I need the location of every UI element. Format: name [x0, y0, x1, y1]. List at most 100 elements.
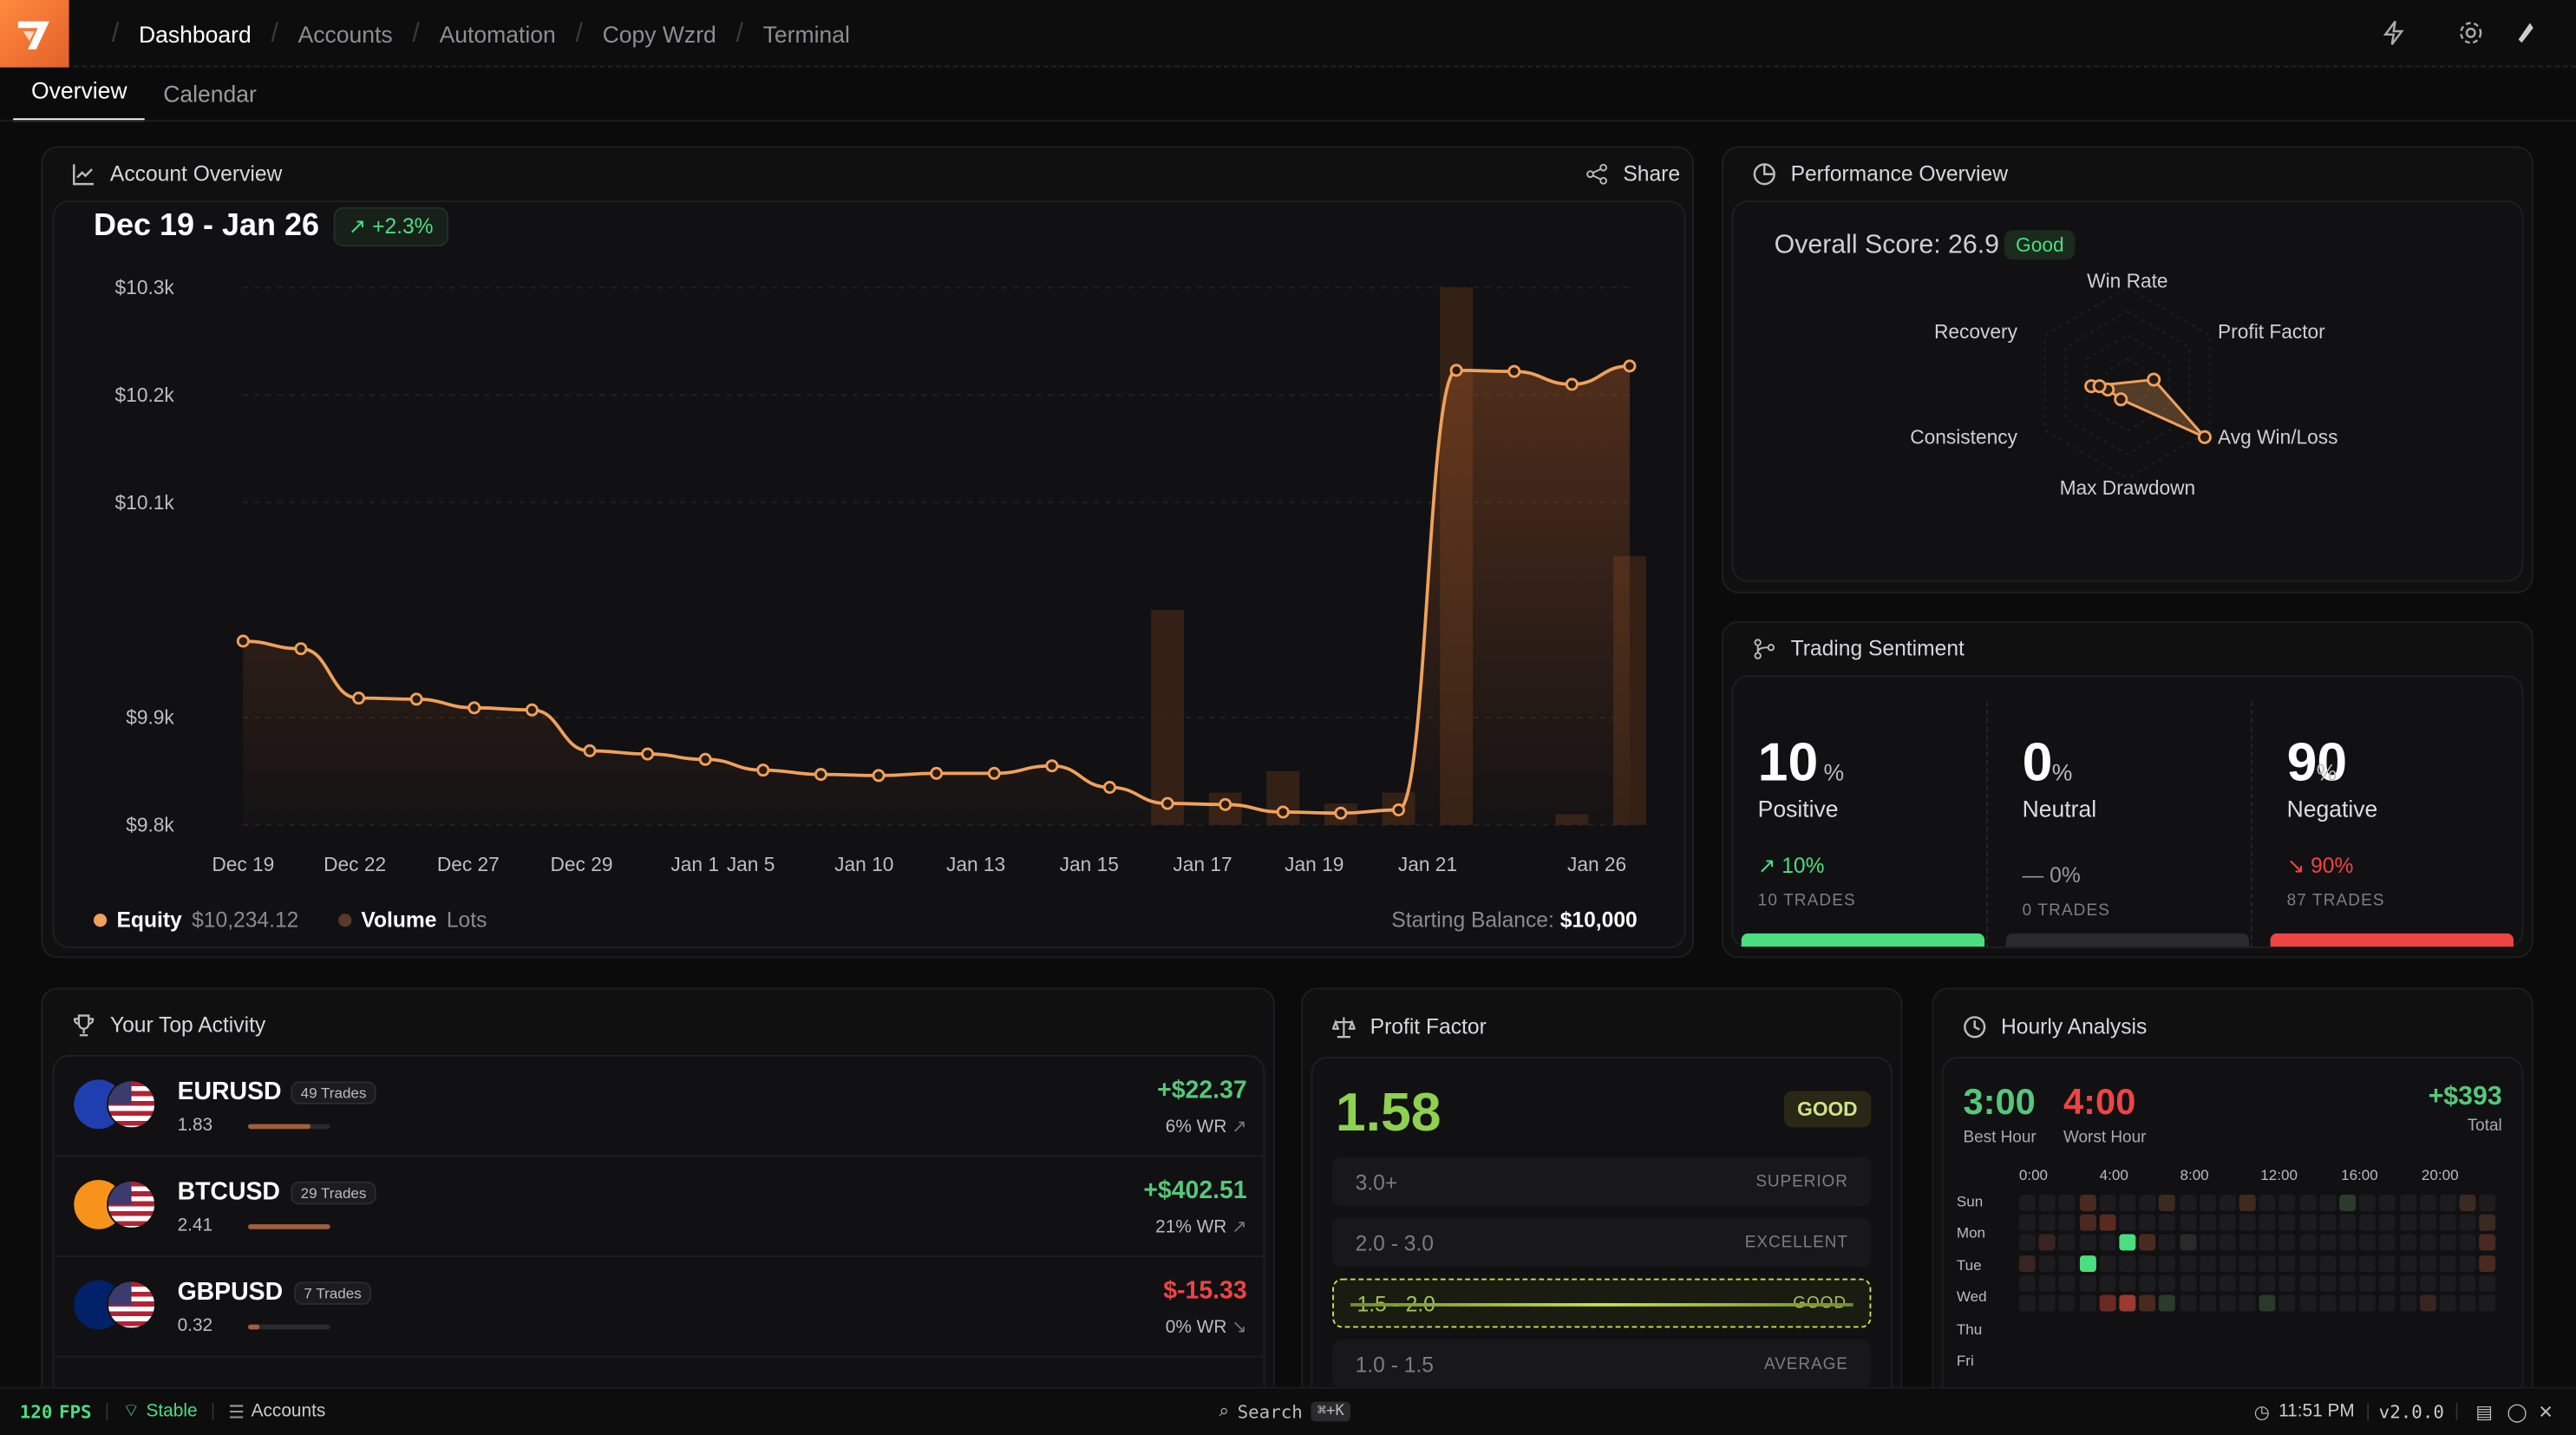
- heatmap-cell[interactable]: [2379, 1235, 2396, 1252]
- heatmap-cell[interactable]: [2479, 1195, 2496, 1211]
- heatmap-cell[interactable]: [2259, 1235, 2276, 1252]
- heatmap-cell[interactable]: [2479, 1255, 2496, 1272]
- heatmap-cell[interactable]: [2139, 1274, 2156, 1292]
- heatmap-cell[interactable]: [2199, 1195, 2216, 1211]
- heatmap-cell[interactable]: [2119, 1255, 2136, 1272]
- heatmap-cell[interactable]: [2359, 1255, 2377, 1272]
- heatmap-cell[interactable]: [2219, 1235, 2236, 1252]
- heatmap-cell[interactable]: [2419, 1215, 2436, 1232]
- heatmap-cell[interactable]: [2059, 1294, 2076, 1312]
- heatmap-cell[interactable]: [2139, 1235, 2156, 1252]
- heatmap-cell[interactable]: [2079, 1294, 2096, 1312]
- heatmap-cell[interactable]: [2359, 1274, 2377, 1292]
- heatmap-cell[interactable]: [2239, 1215, 2256, 1232]
- heatmap-cell[interactable]: [2099, 1215, 2116, 1232]
- heatmap-cell[interactable]: [2379, 1274, 2396, 1292]
- tab-overview[interactable]: Overview: [13, 77, 146, 122]
- heatmap-cell[interactable]: [2018, 1294, 2036, 1312]
- heatmap-cell[interactable]: [2379, 1195, 2396, 1211]
- heatmap-cell[interactable]: [2038, 1255, 2056, 1272]
- gear-icon[interactable]: [2458, 20, 2484, 46]
- heatmap-cell[interactable]: [2199, 1235, 2216, 1252]
- heatmap-cell[interactable]: [2299, 1274, 2316, 1292]
- heatmap-cell[interactable]: [2199, 1255, 2216, 1272]
- heatmap-cell[interactable]: [2279, 1235, 2296, 1252]
- heatmap-cell[interactable]: [2439, 1215, 2456, 1232]
- heatmap-cell[interactable]: [2119, 1215, 2136, 1232]
- heatmap-cell[interactable]: [2159, 1294, 2176, 1312]
- heatmap-cell[interactable]: [2099, 1274, 2116, 1292]
- heatmap-cell[interactable]: [2259, 1215, 2276, 1232]
- heatmap-cell[interactable]: [2279, 1294, 2296, 1312]
- heatmap-cell[interactable]: [2119, 1294, 2136, 1312]
- heatmap-cell[interactable]: [2359, 1195, 2377, 1211]
- avatar[interactable]: [2514, 20, 2537, 46]
- heatmap-cell[interactable]: [2199, 1274, 2216, 1292]
- nav-accounts[interactable]: Accounts: [297, 20, 393, 47]
- heatmap-cell[interactable]: [2018, 1195, 2036, 1211]
- heatmap-cell[interactable]: [2399, 1255, 2416, 1272]
- heatmap-cell[interactable]: [2159, 1255, 2176, 1272]
- heatmap-cell[interactable]: [2279, 1255, 2296, 1272]
- heatmap-cell[interactable]: [2179, 1255, 2196, 1272]
- heatmap-cell[interactable]: [2239, 1195, 2256, 1211]
- document-icon[interactable]: ▤: [2475, 1402, 2494, 1423]
- heatmap-cell[interactable]: [2119, 1235, 2136, 1252]
- heatmap-cell[interactable]: [2259, 1294, 2276, 1312]
- heatmap-cell[interactable]: [2038, 1235, 2056, 1252]
- heatmap-cell[interactable]: [2459, 1255, 2476, 1272]
- heatmap-cell[interactable]: [2419, 1294, 2436, 1312]
- heatmap-cell[interactable]: [2419, 1195, 2436, 1211]
- heatmap-cell[interactable]: [2379, 1294, 2396, 1312]
- heatmap-cell[interactable]: [2339, 1274, 2357, 1292]
- heatmap-cell[interactable]: [2459, 1235, 2476, 1252]
- heatmap-cell[interactable]: [2119, 1274, 2136, 1292]
- heatmap-cell[interactable]: [2239, 1255, 2256, 1272]
- heatmap-cell[interactable]: [2139, 1195, 2156, 1211]
- heatmap-cell[interactable]: [2139, 1255, 2156, 1272]
- heatmap-cell[interactable]: [2319, 1255, 2337, 1272]
- heatmap-cell[interactable]: [2059, 1215, 2076, 1232]
- heatmap-cell[interactable]: [2199, 1215, 2216, 1232]
- heatmap-cell[interactable]: [2099, 1195, 2116, 1211]
- heatmap-cell[interactable]: [2239, 1294, 2256, 1312]
- heatmap-cell[interactable]: [2299, 1255, 2316, 1272]
- heatmap-cell[interactable]: [2339, 1255, 2357, 1272]
- heatmap-cell[interactable]: [2479, 1274, 2496, 1292]
- heatmap-cell[interactable]: [2279, 1215, 2296, 1232]
- heatmap-cell[interactable]: [2219, 1255, 2236, 1272]
- heatmap-cell[interactable]: [2319, 1235, 2337, 1252]
- heatmap-cell[interactable]: [2079, 1215, 2096, 1232]
- heatmap-cell[interactable]: [2159, 1235, 2176, 1252]
- nav-terminal[interactable]: Terminal: [762, 20, 850, 47]
- heatmap-cell[interactable]: [2419, 1255, 2436, 1272]
- heatmap-cell[interactable]: [2299, 1215, 2316, 1232]
- heatmap-cell[interactable]: [2479, 1235, 2496, 1252]
- heatmap-cell[interactable]: [2379, 1215, 2396, 1232]
- heatmap-cell[interactable]: [2159, 1195, 2176, 1211]
- heatmap-cell[interactable]: [2099, 1235, 2116, 1252]
- heatmap-cell[interactable]: [2359, 1294, 2377, 1312]
- heatmap-cell[interactable]: [2319, 1294, 2337, 1312]
- app-logo[interactable]: [0, 0, 69, 68]
- heatmap-cell[interactable]: [2079, 1195, 2096, 1211]
- heatmap-cell[interactable]: [2239, 1235, 2256, 1252]
- heatmap-cell[interactable]: [2339, 1215, 2357, 1232]
- heatmap-cell[interactable]: [2038, 1294, 2056, 1312]
- activity-row[interactable]: GBPUSD 7 Trades 0.32 $-15.33 0% WR ↘: [54, 1257, 1264, 1358]
- heatmap-cell[interactable]: [2459, 1195, 2476, 1211]
- heatmap-cell[interactable]: [2059, 1255, 2076, 1272]
- heatmap-cell[interactable]: [2439, 1294, 2456, 1312]
- heatmap-cell[interactable]: [2259, 1195, 2276, 1211]
- heatmap-cell[interactable]: [2339, 1195, 2357, 1211]
- heatmap-cell[interactable]: [2359, 1235, 2377, 1252]
- heatmap-cell[interactable]: [2279, 1274, 2296, 1292]
- heatmap-cell[interactable]: [2459, 1274, 2476, 1292]
- heatmap-cell[interactable]: [2079, 1235, 2096, 1252]
- close-icon[interactable]: ✕: [2538, 1402, 2553, 1423]
- heatmap-cell[interactable]: [2379, 1255, 2396, 1272]
- nav-automation[interactable]: Automation: [439, 20, 556, 47]
- heatmap-cell[interactable]: [2439, 1255, 2456, 1272]
- heatmap-cell[interactable]: [2419, 1235, 2436, 1252]
- nav-copy-wzrd[interactable]: Copy Wzrd: [602, 20, 716, 47]
